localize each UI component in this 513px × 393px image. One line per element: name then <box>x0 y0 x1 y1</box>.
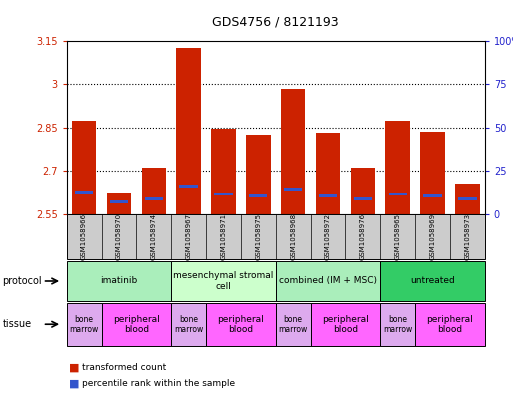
Bar <box>281 89 305 214</box>
Bar <box>420 132 445 214</box>
Bar <box>284 188 302 191</box>
Bar <box>107 193 131 214</box>
Text: bone
marrow: bone marrow <box>174 314 203 334</box>
Bar <box>72 121 96 214</box>
Bar <box>214 193 232 195</box>
Text: ■: ■ <box>69 362 80 373</box>
Text: GSM1058967: GSM1058967 <box>186 213 192 260</box>
Text: GSM1058969: GSM1058969 <box>429 213 436 260</box>
Text: bone
marrow: bone marrow <box>69 314 98 334</box>
Bar <box>353 197 372 200</box>
Text: GSM1058976: GSM1058976 <box>360 213 366 260</box>
Text: transformed count: transformed count <box>82 363 166 372</box>
Text: combined (IM + MSC): combined (IM + MSC) <box>279 277 377 285</box>
Text: protocol: protocol <box>3 276 42 286</box>
Text: GSM1058970: GSM1058970 <box>116 213 122 260</box>
Bar <box>455 184 480 214</box>
Bar <box>145 197 163 200</box>
Text: untreated: untreated <box>410 277 455 285</box>
Bar <box>385 121 410 214</box>
Bar <box>388 193 407 195</box>
Text: mesenchymal stromal
cell: mesenchymal stromal cell <box>173 271 273 291</box>
Bar <box>246 135 270 214</box>
Bar <box>458 197 477 200</box>
Text: ■: ■ <box>69 378 80 388</box>
Text: GSM1058972: GSM1058972 <box>325 213 331 260</box>
Bar <box>423 194 442 197</box>
Text: imatinib: imatinib <box>101 277 137 285</box>
Bar <box>319 194 337 197</box>
Bar <box>110 200 128 203</box>
Text: GDS4756 / 8121193: GDS4756 / 8121193 <box>212 16 339 29</box>
Text: tissue: tissue <box>3 319 32 329</box>
Text: peripheral
blood: peripheral blood <box>218 314 264 334</box>
Bar <box>351 168 375 214</box>
Text: GSM1058966: GSM1058966 <box>81 213 87 260</box>
Text: GSM1058968: GSM1058968 <box>290 213 296 260</box>
Bar <box>316 134 340 214</box>
Bar <box>249 194 267 197</box>
Bar <box>211 129 235 214</box>
Bar <box>142 168 166 214</box>
Bar <box>176 48 201 214</box>
Text: percentile rank within the sample: percentile rank within the sample <box>82 379 235 387</box>
Bar <box>75 191 93 194</box>
Text: peripheral
blood: peripheral blood <box>322 314 369 334</box>
Text: bone
marrow: bone marrow <box>279 314 308 334</box>
Text: bone
marrow: bone marrow <box>383 314 412 334</box>
Text: GSM1058974: GSM1058974 <box>151 213 157 260</box>
Text: GSM1058975: GSM1058975 <box>255 213 261 260</box>
Text: peripheral
blood: peripheral blood <box>427 314 473 334</box>
Bar <box>180 185 198 188</box>
Text: peripheral
blood: peripheral blood <box>113 314 160 334</box>
Text: GSM1058965: GSM1058965 <box>394 213 401 260</box>
Text: GSM1058971: GSM1058971 <box>221 213 226 260</box>
Text: GSM1058973: GSM1058973 <box>464 213 470 260</box>
